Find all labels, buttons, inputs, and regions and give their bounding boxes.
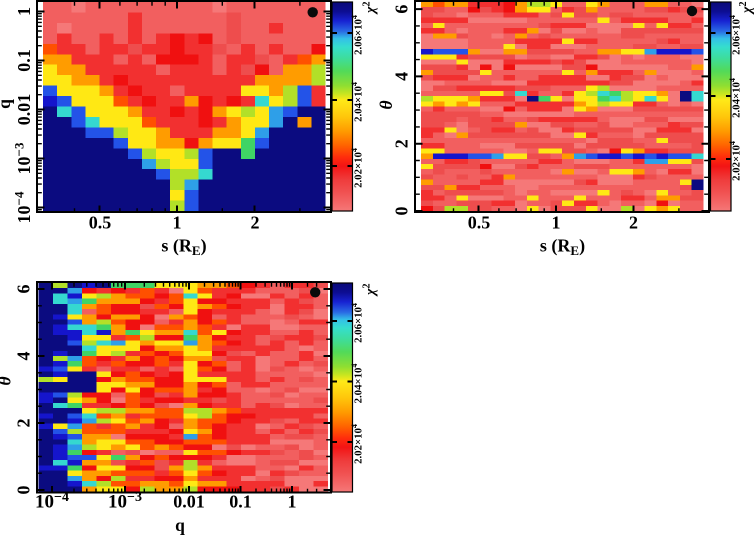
svg-text:q: q <box>175 515 185 535</box>
svg-text:0.5: 0.5 <box>468 213 491 233</box>
svg-text:θ: θ <box>376 100 396 109</box>
svg-text:2.02×104: 2.02×104 <box>728 141 743 181</box>
svg-text:0.01: 0.01 <box>173 492 205 512</box>
svg-text:s (RE): s (RE) <box>540 236 585 259</box>
svg-text:2: 2 <box>251 213 260 233</box>
svg-text:2: 2 <box>14 419 34 428</box>
svg-text:1: 1 <box>14 7 34 16</box>
svg-text:1: 1 <box>173 213 182 233</box>
svg-text:0.1: 0.1 <box>229 492 252 512</box>
svg-text:2.04×104: 2.04×104 <box>350 364 365 404</box>
svg-text:0.1: 0.1 <box>14 49 34 72</box>
svg-text:4: 4 <box>14 352 34 361</box>
svg-text:θ: θ <box>0 376 15 385</box>
svg-text:s (RE): s (RE) <box>161 236 206 259</box>
svg-text:0.5: 0.5 <box>89 213 112 233</box>
svg-text:2: 2 <box>392 139 412 148</box>
svg-text:6: 6 <box>392 5 412 14</box>
svg-text:2.02×104: 2.02×104 <box>350 424 365 464</box>
svg-text:2: 2 <box>629 213 638 233</box>
svg-text:2.06×104: 2.06×104 <box>350 15 365 55</box>
svg-text:0: 0 <box>392 207 412 216</box>
svg-text:1: 1 <box>288 492 297 512</box>
svg-text:χ2: χ2 <box>738 1 754 15</box>
svg-text:1: 1 <box>552 213 561 233</box>
svg-text:0: 0 <box>14 486 34 495</box>
svg-text:2.02×104: 2.02×104 <box>350 148 365 188</box>
svg-text:2.06×104: 2.06×104 <box>728 15 743 55</box>
svg-text:6: 6 <box>14 285 34 294</box>
svg-text:2.06×104: 2.06×104 <box>350 303 365 343</box>
svg-text:χ2: χ2 <box>362 1 379 15</box>
svg-text:χ2: χ2 <box>362 283 379 297</box>
svg-text:2.04×104: 2.04×104 <box>728 78 743 118</box>
svg-text:2.04×104: 2.04×104 <box>350 82 365 122</box>
svg-text:4: 4 <box>392 72 412 81</box>
svg-text:q: q <box>0 99 14 109</box>
svg-text:0.01: 0.01 <box>14 94 34 126</box>
